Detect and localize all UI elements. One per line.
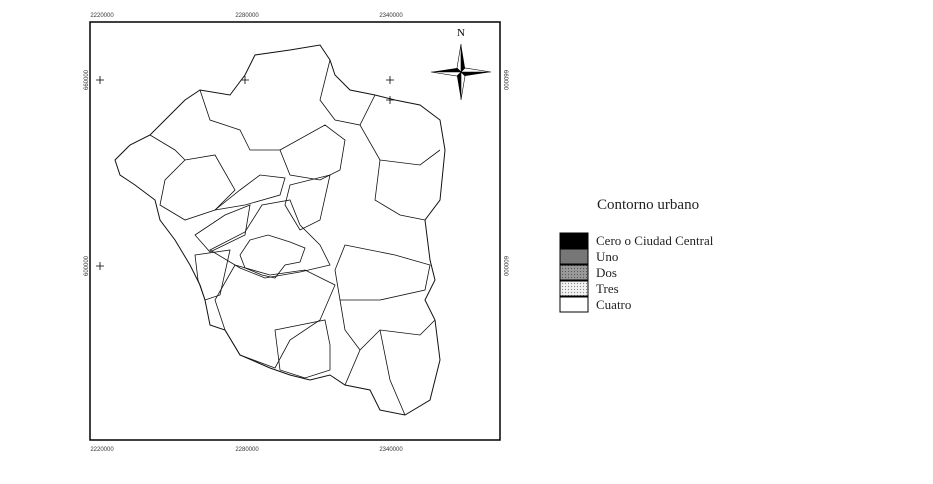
legend-swatch bbox=[559, 232, 589, 249]
cero-region bbox=[239, 234, 306, 279]
coord-label: 600000 bbox=[84, 255, 90, 276]
legend: Contorno urbano Cero o Ciudad Central Un… bbox=[559, 197, 714, 313]
grid-crosses bbox=[96, 76, 394, 270]
legend-swatch bbox=[559, 248, 589, 265]
north-label: N bbox=[457, 27, 465, 39]
legend-swatch bbox=[559, 296, 589, 313]
tres-region bbox=[213, 174, 286, 211]
coord-label: 2340000 bbox=[379, 447, 403, 453]
legend-title: Contorno urbano bbox=[597, 197, 699, 213]
north-arrow: N bbox=[430, 27, 492, 101]
coord-label: 660000 bbox=[84, 69, 90, 90]
coord-label: 2340000 bbox=[379, 13, 403, 19]
legend-swatch bbox=[559, 264, 589, 281]
legend-label: Cero o Ciudad Central bbox=[596, 233, 714, 248]
legend-label: Cuatro bbox=[596, 297, 631, 312]
coord-label: 2280000 bbox=[235, 447, 259, 453]
legend-label: Dos bbox=[596, 265, 617, 280]
coord-label: 2220000 bbox=[90, 447, 114, 453]
legend-swatch bbox=[559, 280, 589, 297]
dos-region bbox=[194, 204, 251, 253]
legend-label: Tres bbox=[596, 281, 619, 296]
tres-region bbox=[159, 154, 236, 221]
coord-label: 2280000 bbox=[235, 13, 259, 19]
coord-label: 660000 bbox=[502, 70, 508, 91]
coord-label: 2220000 bbox=[90, 13, 114, 19]
legend-label: Uno bbox=[596, 249, 618, 264]
tres-region bbox=[279, 124, 346, 181]
uno-region bbox=[209, 199, 331, 279]
coord-label: 600000 bbox=[502, 256, 508, 277]
dos-region bbox=[214, 264, 336, 369]
tres-region bbox=[334, 244, 431, 301]
map-regions bbox=[114, 44, 446, 416]
tres-region bbox=[194, 249, 231, 301]
dos-region bbox=[284, 174, 331, 231]
tres-region bbox=[274, 319, 331, 379]
